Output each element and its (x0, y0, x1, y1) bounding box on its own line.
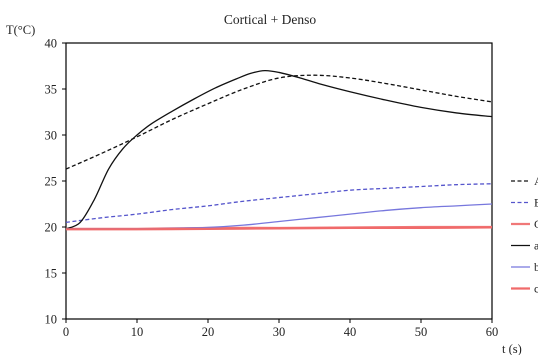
legend-label-C: C (534, 217, 538, 231)
y-tick-label: 15 (45, 267, 58, 281)
legend-label-B: B (534, 196, 538, 210)
series-line-b (66, 203, 493, 230)
legend-label-A: A (534, 174, 538, 188)
legend-label-b: b (534, 260, 538, 274)
x-tick-label: 50 (415, 325, 428, 339)
y-tick-label: 30 (45, 129, 58, 143)
x-tick-label: 0 (63, 325, 69, 339)
x-tick-label: 60 (486, 325, 499, 339)
plot-area-frame (65, 42, 493, 320)
y-axis-title: T(°C) (6, 23, 35, 37)
y-tick-label: 35 (45, 83, 58, 97)
legend-label-a: a (534, 239, 538, 253)
series-line-c (65, 226, 493, 231)
legend-label-c: c (534, 282, 538, 296)
series-line-a (65, 69, 493, 230)
x-tick-label: 40 (344, 325, 357, 339)
y-tick-label: 25 (45, 175, 58, 189)
x-tick-label: 30 (273, 325, 286, 339)
y-tick-label: 10 (45, 313, 58, 327)
x-axis-title: t (s) (502, 342, 522, 355)
chart-title: Cortical + Denso (224, 12, 317, 27)
series-line-A (65, 74, 493, 170)
x-tick-label: 20 (202, 325, 215, 339)
y-tick-label: 20 (45, 221, 58, 235)
series-line-B (65, 183, 493, 224)
x-tick-label: 10 (131, 325, 144, 339)
y-tick-label: 40 (45, 37, 58, 51)
